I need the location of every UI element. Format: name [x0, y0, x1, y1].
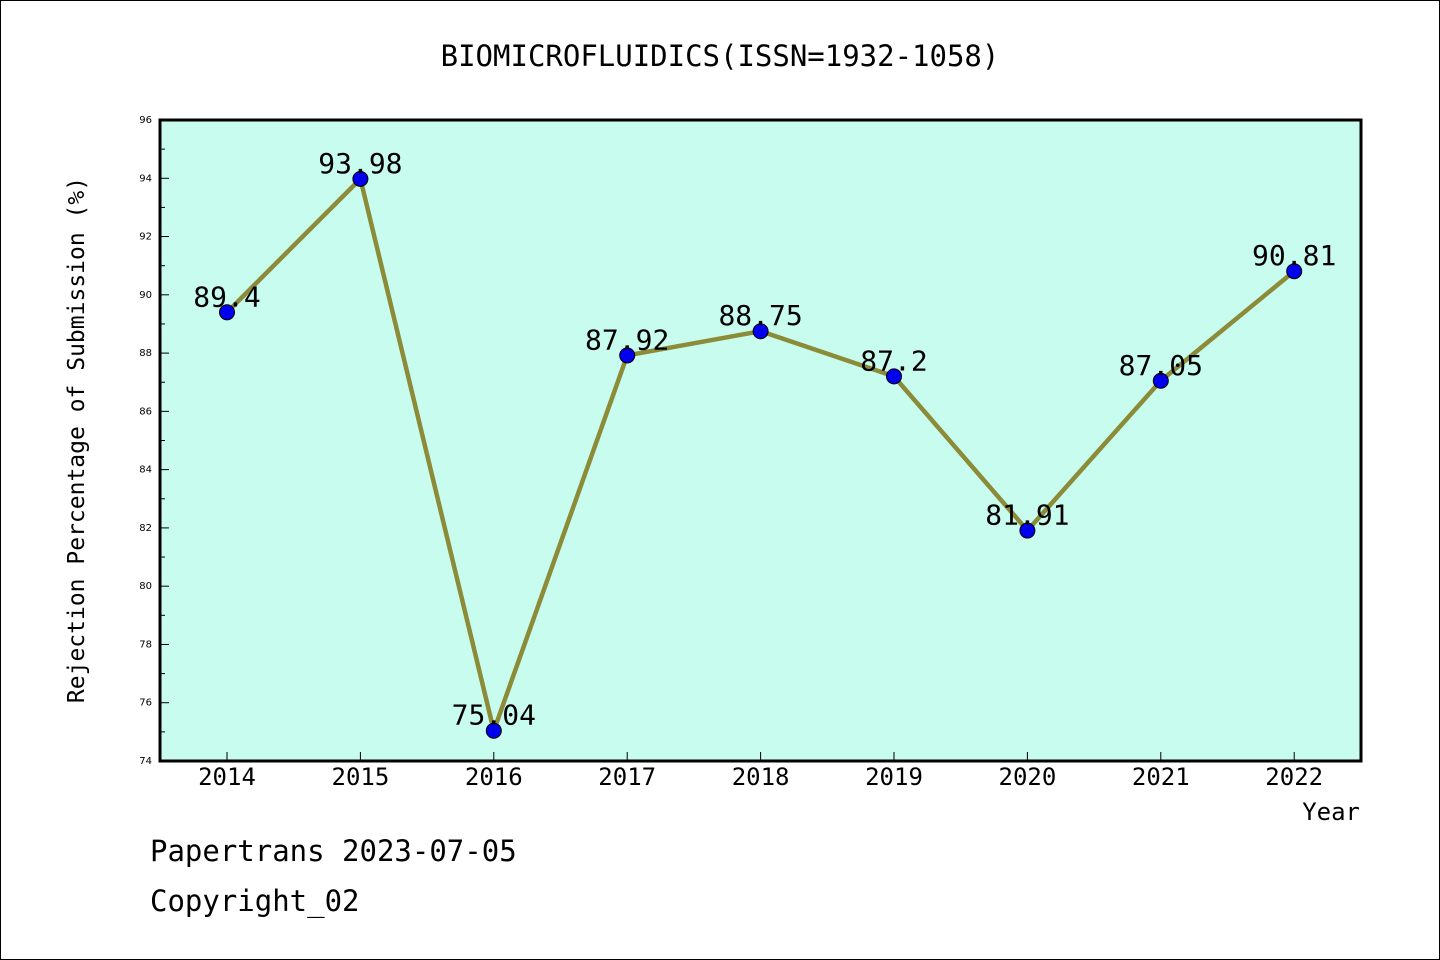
x-tick-label: 2019 [865, 763, 923, 791]
x-axis-label: Year [1302, 798, 1360, 826]
y-tick-label: 90 [139, 290, 152, 301]
x-tick-label: 2022 [1265, 763, 1323, 791]
plot-area [158, 118, 1363, 763]
y-axis-ticks: 74 76 78 80 82 84 86 88 90 92 94 96 [139, 115, 169, 767]
y-tick-label: 84 [139, 465, 152, 476]
y-tick-label: 86 [139, 406, 152, 417]
series-markers [219, 170, 1303, 739]
y-tick-label: 94 [139, 173, 152, 184]
data-point [619, 347, 636, 364]
data-label: 81.91 [985, 499, 1069, 532]
data-label: 75.04 [452, 699, 536, 732]
x-tick-label: 2017 [598, 763, 656, 791]
x-tick-label: 2014 [198, 763, 256, 791]
data-label: 93.98 [318, 147, 402, 180]
data-point [219, 304, 235, 321]
footer-date: Papertrans 2023-07-05 [150, 834, 517, 868]
x-tick-label: 2016 [465, 763, 523, 791]
y-tick-label: 88 [139, 348, 152, 359]
y-tick-label: 82 [139, 523, 152, 534]
data-label: 87.2 [860, 344, 927, 377]
data-label: 87.92 [585, 323, 669, 356]
y-tick-label: 74 [139, 756, 152, 767]
y-tick-label: 92 [139, 232, 152, 243]
y-tick-label: 78 [139, 639, 152, 650]
data-point [1286, 263, 1303, 280]
y-tick-label: 96 [139, 115, 152, 126]
data-label: 87.05 [1119, 349, 1203, 382]
x-tick-label: 2015 [332, 763, 390, 791]
chart-title: BIOMICROFLUIDICS(ISSN=1932-1058) [441, 39, 1000, 73]
x-axis-ticks: 2014 2015 2016 2017 2018 2019 2020 2021 2022 [198, 752, 1323, 791]
x-tick-label: 2018 [732, 763, 790, 791]
x-tick-label: 2021 [1132, 763, 1190, 791]
y-tick-label: 76 [139, 698, 152, 709]
data-label: 88.75 [718, 299, 802, 332]
x-tick-label: 2020 [999, 763, 1057, 791]
data-label: 89.4 [193, 280, 260, 313]
footer-copyright: Copyright_02 [150, 884, 360, 918]
y-tick-label: 80 [139, 581, 152, 592]
data-point [485, 722, 502, 739]
data-point [1019, 522, 1036, 539]
data-labels: 89.4 93.98 75.04 87.92 88.75 87.2 81.91 87.05 90… [193, 147, 1336, 732]
data-point [886, 368, 902, 385]
y-axis-label: Rejection Percentage of Submission (%) [64, 177, 90, 703]
data-point [752, 323, 769, 340]
data-label: 90.81 [1252, 239, 1336, 272]
data-point [1152, 372, 1169, 389]
data-point [352, 170, 369, 187]
